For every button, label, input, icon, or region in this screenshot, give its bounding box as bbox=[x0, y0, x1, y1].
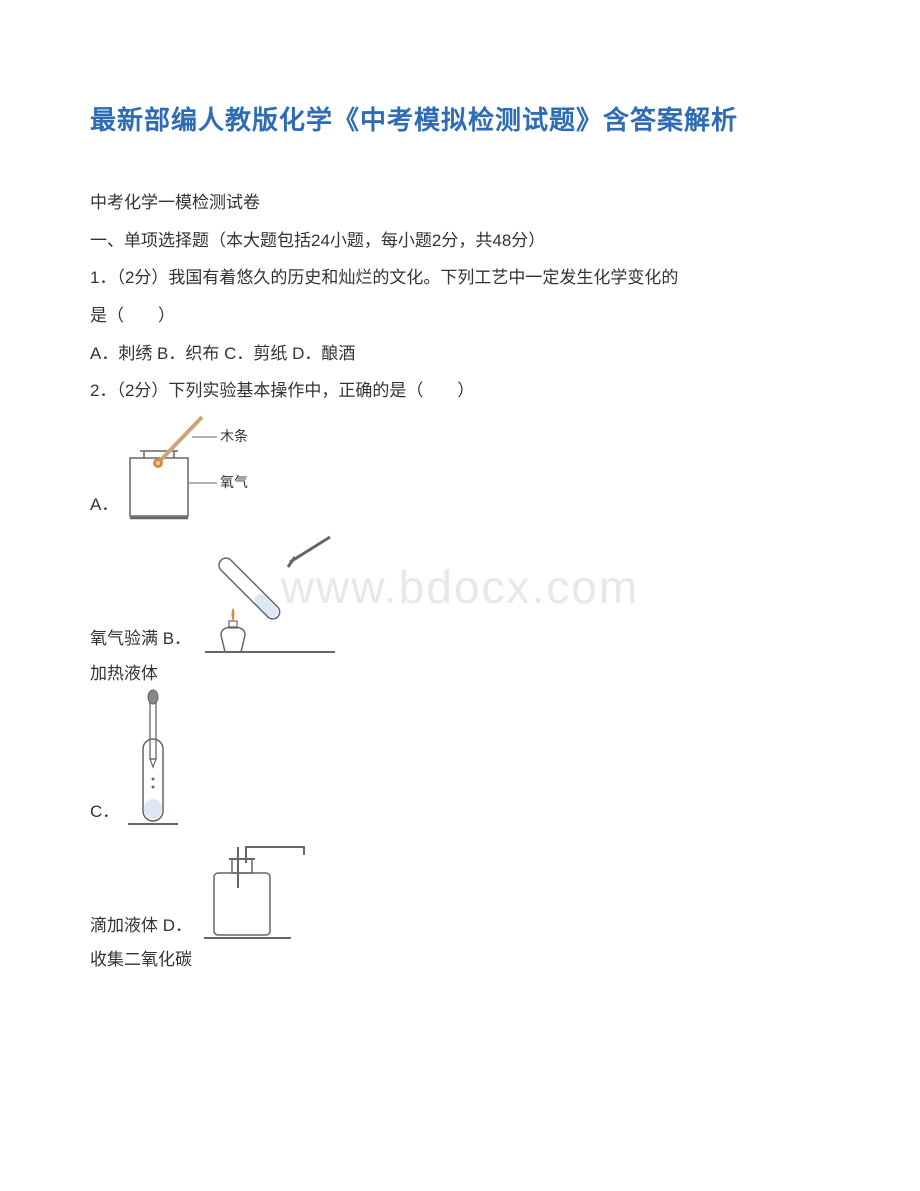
q1-line1: 1．（2分）我国有着悠久的历史和灿烂的文化。下列工艺中一定发生化学变化的 bbox=[90, 260, 830, 296]
option-d-prefix: 滴加液体 D． bbox=[90, 908, 192, 944]
section-heading: 一、单项选择题（本大题包括24小题，每小题2分，共48分） bbox=[90, 223, 830, 259]
figure-c bbox=[123, 689, 193, 829]
q1-options: A．刺绣 B．织布 C．剪纸 D．酿酒 bbox=[90, 336, 830, 372]
option-b-label2: 加热液体 bbox=[90, 663, 830, 685]
figure-d bbox=[196, 833, 316, 943]
option-d-label2: 收集二氧化碳 bbox=[90, 949, 830, 971]
page-content: 最新部编人教版化学《中考模拟检测试题》含答案解析 中考化学一模检测试卷 一、单项… bbox=[90, 100, 830, 971]
option-b-prefix: 氧气验满 B． bbox=[90, 621, 191, 657]
option-b-row: 氧气验满 B． bbox=[90, 527, 830, 657]
option-a-row: A． 木条 bbox=[90, 413, 830, 523]
option-c-row: C． bbox=[90, 689, 830, 829]
figA-label2: 氧气 bbox=[220, 474, 248, 490]
figure-b bbox=[195, 527, 345, 657]
body-text: 中考化学一模检测试卷 一、单项选择题（本大题包括24小题，每小题2分，共48分）… bbox=[90, 185, 830, 971]
figure-a: 木条 氧气 bbox=[122, 413, 272, 523]
q1-line2: 是（ ） bbox=[90, 298, 830, 334]
figA-label1: 木条 bbox=[220, 428, 248, 444]
option-c-label: C． bbox=[90, 794, 119, 830]
option-d-row: 滴加液体 D． bbox=[90, 833, 830, 943]
subtitle: 中考化学一模检测试卷 bbox=[90, 185, 830, 221]
q2-line: 2．（2分）下列实验基本操作中，正确的是（ ） bbox=[90, 373, 830, 409]
page-title: 最新部编人教版化学《中考模拟检测试题》含答案解析 bbox=[90, 100, 830, 137]
option-a-label: A． bbox=[90, 487, 118, 523]
